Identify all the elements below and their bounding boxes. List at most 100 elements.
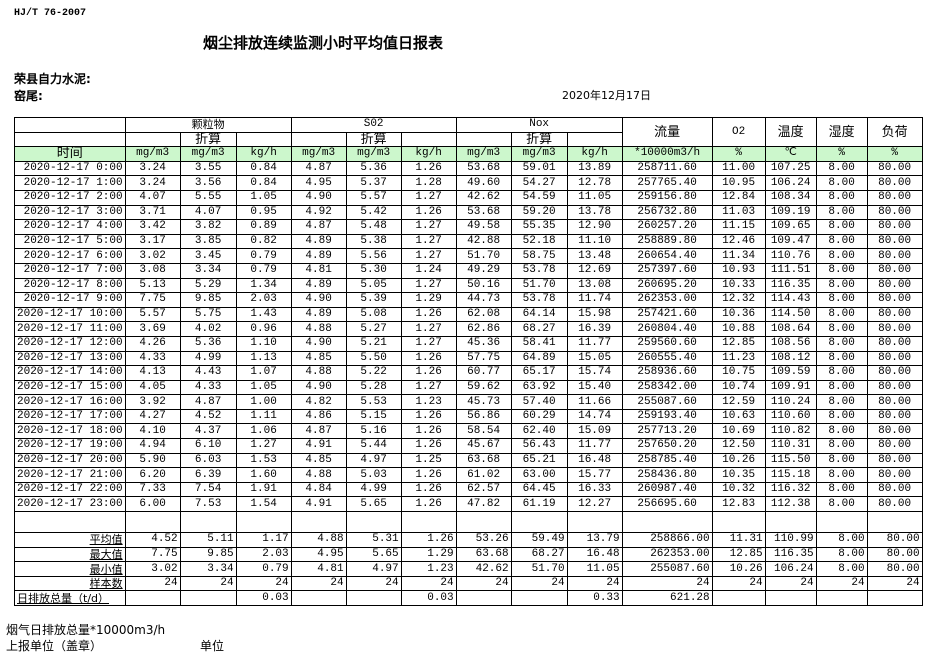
value-cell: 80.00 — [866, 277, 923, 294]
value-cell: 5.75 — [179, 306, 237, 323]
time-cell: 2020-12-17 10:00 — [14, 306, 126, 323]
table-row: 2020-12-17 18:00 4.10 4.37 1.06 4.87 5.16 1.26… — [14, 423, 923, 440]
value-cell: 0.79 — [235, 262, 292, 279]
summary-value: 7.75 — [124, 546, 181, 563]
value-cell: 4.26 — [124, 335, 181, 352]
value-cell: 13.08 — [566, 277, 623, 294]
value-cell: 8.00 — [815, 408, 868, 425]
value-cell: 4.85 — [290, 350, 347, 367]
value-cell: 110.82 — [764, 423, 817, 440]
value-cell: 49.29 — [455, 262, 512, 279]
value-cell: 62.57 — [455, 481, 512, 498]
value-cell: 3.17 — [124, 233, 181, 250]
value-cell: 1.05 — [235, 189, 292, 206]
value-cell: 260555.40 — [621, 350, 713, 367]
header-humidity: 湿度 — [815, 116, 868, 148]
value-cell: 7.53 — [179, 496, 237, 513]
value-cell: 80.00 — [866, 481, 923, 498]
time-cell: 2020-12-17 15:00 — [14, 379, 126, 396]
summary-value: 24 — [566, 575, 623, 592]
reporting-unit-label: 上报单位（盖章） — [6, 639, 103, 653]
summary-value: 24 — [621, 575, 713, 592]
value-cell: 257765.40 — [621, 175, 713, 191]
value-cell: 1.26 — [400, 204, 457, 221]
time-cell: 2020-12-17 16:00 — [14, 394, 126, 410]
value-cell: 260987.40 — [621, 481, 713, 498]
value-cell: 63.00 — [510, 467, 568, 483]
value-cell: 11.74 — [566, 292, 623, 308]
value-cell: 108.12 — [764, 350, 817, 367]
value-cell: 51.70 — [510, 277, 568, 294]
value-cell: 5.03 — [345, 467, 402, 483]
value-cell: 4.99 — [345, 481, 402, 498]
summary-value: 8.00 — [815, 532, 868, 548]
summary-value: 24 — [711, 575, 766, 592]
summary-value: 4.97 — [345, 561, 402, 577]
value-cell: 4.07 — [124, 189, 181, 206]
header-so2-converted: 折算 — [345, 131, 402, 148]
value-cell: 80.00 — [866, 204, 923, 221]
value-cell: 80.00 — [866, 438, 923, 454]
value-cell: 4.89 — [290, 277, 347, 294]
value-cell: 5.38 — [345, 233, 402, 250]
value-cell: 3.02 — [124, 248, 181, 264]
time-cell: 2020-12-17 6:00 — [14, 248, 126, 264]
value-cell: 12.83 — [711, 496, 766, 513]
value-cell: 5.30 — [345, 262, 402, 279]
summary-value: 68.27 — [510, 546, 568, 563]
value-cell: 80.00 — [866, 394, 923, 410]
value-cell: 116.32 — [764, 481, 817, 498]
value-cell: 110.76 — [764, 248, 817, 264]
value-cell: 12.50 — [711, 438, 766, 454]
value-cell: 50.16 — [455, 277, 512, 294]
value-cell: 62.40 — [510, 423, 568, 440]
unit-cell: mg/m3 — [345, 146, 402, 162]
summary-value: 4.95 — [290, 546, 347, 563]
summary-value: 0.33 — [566, 590, 623, 606]
value-cell: 1.54 — [235, 496, 292, 513]
summary-value: 5.65 — [345, 546, 402, 563]
summary-value: 24 — [235, 575, 292, 592]
table-row: 2020-12-17 12:00 4.26 5.36 1.10 4.90 5.21 1.27… — [14, 335, 923, 352]
summary-value: 0.03 — [235, 590, 292, 606]
value-cell: 59.01 — [510, 160, 568, 177]
value-cell: 4.27 — [124, 408, 181, 425]
value-cell: 4.95 — [290, 175, 347, 191]
value-cell: 110.24 — [764, 394, 817, 410]
value-cell: 8.00 — [815, 160, 868, 177]
value-cell: 4.89 — [290, 233, 347, 250]
value-cell: 16.48 — [566, 452, 623, 469]
value-cell: 5.36 — [345, 160, 402, 177]
value-cell: 3.56 — [179, 175, 237, 191]
summary-value: 24 — [815, 575, 868, 592]
value-cell: 80.00 — [866, 306, 923, 323]
value-cell: 5.37 — [345, 175, 402, 191]
summary-value: 0.79 — [235, 561, 292, 577]
value-cell: 0.84 — [235, 175, 292, 191]
value-cell: 16.33 — [566, 481, 623, 498]
value-cell: 11.34 — [711, 248, 766, 264]
value-cell: 115.50 — [764, 452, 817, 469]
summary-label: 平均值 — [14, 532, 126, 548]
time-cell: 2020-12-17 17:00 — [14, 408, 126, 425]
header-nox: Nox — [455, 117, 623, 133]
value-cell: 1.27 — [235, 438, 292, 454]
value-cell: 58.75 — [510, 248, 568, 264]
value-cell: 5.13 — [124, 277, 181, 294]
value-cell: 56.86 — [455, 408, 512, 425]
value-cell: 4.87 — [290, 219, 347, 235]
summary-value — [510, 590, 568, 606]
value-cell: 8.00 — [815, 277, 868, 294]
value-cell: 3.69 — [124, 321, 181, 337]
table-row: 2020-12-17 6:00 3.02 3.45 0.79 4.89 5.56 1.27 5… — [14, 248, 923, 264]
value-cell: 54.27 — [510, 175, 568, 191]
value-cell: 80.00 — [866, 292, 923, 308]
value-cell: 63.68 — [455, 452, 512, 469]
summary-value — [179, 590, 237, 606]
unit-cell: *10000m3/h — [621, 146, 713, 162]
value-cell: 42.62 — [455, 189, 512, 206]
header-particulate: 颗粒物 — [124, 117, 292, 133]
time-cell: 2020-12-17 19:00 — [14, 438, 126, 454]
value-cell: 15.74 — [566, 365, 623, 381]
value-cell: 8.00 — [815, 335, 868, 352]
